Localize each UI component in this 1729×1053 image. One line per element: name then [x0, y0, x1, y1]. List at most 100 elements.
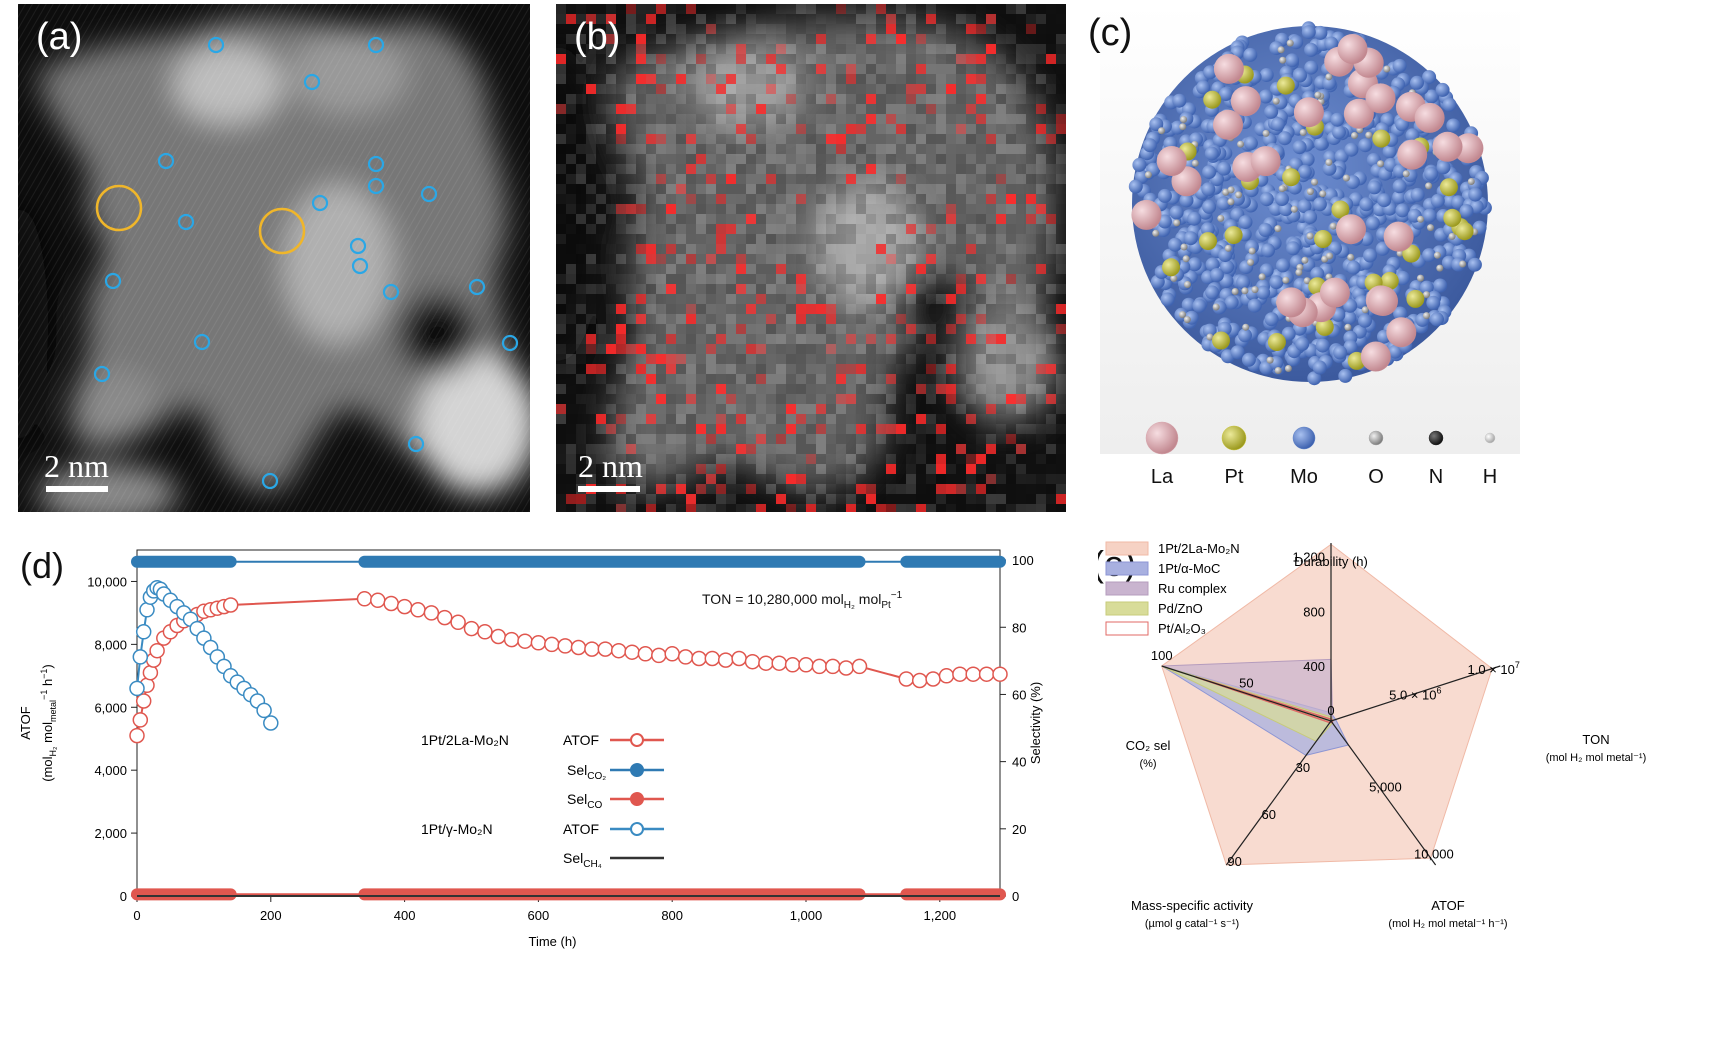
radar-axis: [1330, 665, 1501, 722]
la-atom: [1250, 146, 1281, 177]
mo-atom: [1269, 275, 1284, 290]
pt-signal-pixel: [986, 194, 996, 204]
pt-signal-pixel: [836, 134, 846, 144]
pt-atom: [1282, 168, 1301, 187]
pt-signal-pixel: [656, 174, 666, 184]
legend-label: 1Pt/2La-Mo₂N: [1158, 541, 1240, 556]
y-right-tick-label: 40: [1012, 755, 1026, 770]
pt-signal-pixel: [586, 364, 596, 374]
pt-signal-pixel: [816, 404, 826, 414]
mo-atom: [1424, 166, 1439, 181]
pt-signal-pixel: [796, 194, 806, 204]
mo-atom: [1259, 68, 1274, 82]
pt-signal-pixel: [766, 84, 776, 94]
pt-signal-pixel: [686, 164, 696, 174]
data-point: [383, 595, 399, 612]
o-atom: [1326, 252, 1333, 260]
radar-axis-label: ATOF (mol H₂ mol metal⁻¹ h⁻¹): [1388, 898, 1507, 930]
o-atom: [1306, 232, 1314, 240]
data-point: [135, 624, 152, 640]
mo-atom: [1436, 160, 1451, 175]
o-atom: [1423, 291, 1430, 299]
pt-signal-pixel: [756, 504, 766, 512]
pt-signal-pixel: [556, 54, 566, 64]
legend-group2: 1Pt/γ-Mo₂N: [421, 821, 493, 837]
o-atom: [1262, 129, 1270, 137]
atom-label-h: H: [1482, 466, 1498, 488]
mo-atom: [1377, 193, 1392, 208]
pt-signal-pixel: [886, 334, 896, 344]
pt-signal-pixel: [646, 14, 656, 24]
o-atom: [1206, 333, 1214, 341]
mo-atom: [1220, 259, 1235, 274]
data-point: [597, 641, 614, 657]
pt-signal-pixel: [916, 264, 926, 274]
o-atom: [1351, 132, 1358, 139]
pt-signal-pixel: [896, 34, 906, 44]
data-point: [142, 664, 159, 681]
o-atom: [1282, 276, 1290, 284]
y-left-axis-label: ATOF(molH₂ molmetal−1 h−1): [18, 664, 58, 782]
pt-signal-pixel: [886, 114, 896, 124]
single-atom-markers: [93, 36, 519, 490]
o-atom: [1274, 367, 1282, 374]
la-atom: [1414, 102, 1445, 133]
atom-legend-swatch-mo: [1292, 426, 1316, 450]
pt-signal-pixel: [646, 374, 656, 384]
pt-atom: [1443, 208, 1462, 227]
panel-b-micrograph: [556, 4, 1066, 512]
mo-atom: [1433, 278, 1448, 293]
x-tick-label: 1,000: [790, 908, 823, 923]
pt-signal-pixel: [606, 34, 616, 44]
pt-signal-pixel: [756, 294, 766, 304]
o-atom: [1295, 268, 1303, 276]
pt-signal-pixel: [736, 444, 746, 454]
pt-signal-pixel: [976, 94, 986, 104]
data-point: [132, 649, 149, 665]
mo-atom: [1303, 210, 1318, 225]
pt-signal-pixel: [946, 294, 956, 304]
mo-atom: [1304, 60, 1319, 75]
panel-a-label: (a): [36, 16, 83, 58]
legend-atof-2: ATOF: [563, 821, 599, 837]
mo-atom: [1313, 25, 1328, 40]
pt-signal-pixel: [916, 384, 926, 394]
pt-signal-pixel: [866, 114, 876, 124]
pt-signal-pixel: [966, 244, 976, 254]
pt-signal-pixel: [686, 304, 696, 314]
mo-atom: [1258, 89, 1273, 104]
pt-atom: [1331, 200, 1350, 219]
pt-atom: [1224, 226, 1243, 245]
pt-signal-pixel: [666, 364, 676, 374]
pt-signal-pixel: [666, 284, 676, 294]
pt-signal-pixel: [1006, 194, 1016, 204]
pt-signal-pixel: [636, 34, 646, 44]
pt-atom: [1212, 331, 1230, 350]
data-point: [436, 609, 453, 626]
cluster-markers: [95, 184, 306, 255]
pt-signal-pixel: [686, 314, 696, 324]
data-point: [423, 605, 440, 621]
mo-atom: [1256, 285, 1271, 300]
panel-d-data: [129, 555, 1008, 901]
legend-group1: 1Pt/2La-Mo₂N: [421, 732, 509, 748]
pt-signal-pixel: [896, 424, 906, 434]
la-atom: [1213, 53, 1244, 84]
pt-signal-pixel: [966, 414, 976, 424]
pt-signal-pixel: [906, 324, 916, 334]
pt-signal-pixel: [626, 344, 636, 354]
legend-swatch: [1105, 601, 1149, 616]
pt-signal-pixel: [676, 484, 686, 494]
panel-c-label: (c): [1088, 12, 1133, 54]
pt-signal-pixel: [936, 464, 946, 474]
radar-axis: [1225, 720, 1332, 866]
o-atom: [1170, 274, 1178, 282]
pt-signal-pixel: [616, 414, 626, 424]
data-point: [610, 642, 627, 659]
pt-signal-pixel: [966, 334, 976, 344]
x-tick-label: 800: [661, 908, 683, 923]
x-tick-label: 200: [260, 908, 282, 923]
pt-signal-pixel: [746, 134, 756, 144]
pt-signal-pixel: [966, 454, 976, 464]
